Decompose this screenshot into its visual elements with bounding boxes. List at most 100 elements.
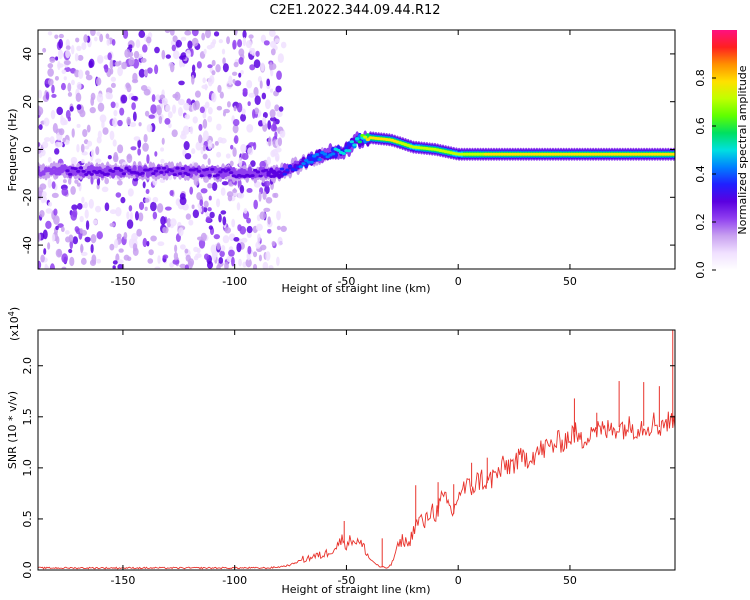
ridge-cell: [301, 162, 306, 166]
noise-speckle: [262, 191, 267, 200]
noise-speckle: [166, 217, 172, 228]
noise-speckle: [156, 203, 164, 213]
ridge-cell: [73, 167, 78, 171]
ridge-cell: [67, 165, 73, 171]
noise-speckle: [199, 106, 205, 114]
noise-speckle: [43, 196, 48, 203]
noise-speckle: [57, 142, 63, 147]
noise-speckle: [131, 102, 136, 111]
noise-speckle: [97, 102, 105, 112]
noise-speckle: [109, 59, 114, 70]
noise-speckle: [278, 106, 284, 112]
noise-speckle: [86, 124, 91, 133]
ridge-cell: [81, 169, 86, 173]
noise-speckle: [237, 39, 243, 48]
noise-speckle: [131, 95, 138, 101]
noise-speckle: [111, 38, 116, 46]
noise-speckle: [246, 232, 252, 238]
noise-speckle: [87, 140, 93, 147]
noise-speckle: [78, 69, 84, 80]
noise-speckle: [238, 72, 242, 78]
noise-speckle: [191, 74, 195, 85]
noise-speckle: [95, 146, 100, 156]
noise-speckle: [160, 147, 165, 152]
noise-speckle: [187, 40, 193, 49]
noise-speckle: [154, 266, 161, 269]
ridge-cell: [341, 152, 346, 156]
noise-speckle: [47, 178, 52, 189]
noise-speckle: [180, 133, 187, 140]
noise-speckle: [44, 265, 50, 269]
noise-speckle: [262, 116, 267, 126]
noise-speckle: [249, 47, 255, 55]
colorbar-tick-label: 0.6: [694, 117, 707, 135]
noise-speckle: [217, 84, 222, 93]
noise-speckle: [134, 210, 139, 221]
noise-speckle: [226, 191, 234, 198]
noise-speckle: [74, 53, 79, 62]
noise-speckle: [258, 254, 262, 262]
ridge-cell: [49, 171, 54, 175]
noise-speckle: [214, 140, 219, 146]
ridge-cell: [169, 169, 175, 173]
noise-speckle: [222, 235, 230, 244]
y-tick-label: -20: [21, 188, 34, 206]
noise-speckle: [216, 198, 221, 208]
ridge-cell: [204, 167, 210, 171]
noise-speckle: [222, 111, 226, 117]
noise-speckle: [129, 122, 137, 128]
snr-y-axis-label: SNR (10 * v/v): [6, 391, 19, 469]
colorbar-label: Normalized spectral amplitude: [736, 65, 749, 234]
noise-speckle: [107, 52, 112, 61]
noise-speckle: [259, 80, 263, 89]
noise-speckle: [71, 204, 78, 211]
noise-speckle: [95, 205, 102, 213]
noise-speckle: [57, 248, 62, 257]
noise-speckle: [39, 183, 47, 190]
noise-speckle: [162, 226, 167, 234]
noise-speckle: [67, 82, 72, 93]
ridge-cell: [365, 138, 371, 142]
noise-speckle: [99, 114, 107, 123]
ridge-cell: [330, 152, 336, 156]
noise-speckle: [216, 123, 222, 131]
noise-speckle: [42, 141, 49, 149]
noise-speckle: [240, 143, 247, 153]
noise-speckle: [96, 136, 102, 144]
noise-speckle: [80, 251, 88, 256]
noise-speckle: [154, 64, 159, 75]
noise-speckle: [232, 78, 236, 84]
noise-speckle: [49, 263, 55, 269]
noise-speckle: [211, 92, 217, 103]
noise-speckle: [242, 88, 248, 93]
noise-speckle: [51, 84, 55, 94]
noise-speckle: [60, 82, 66, 91]
noise-speckle: [232, 188, 238, 193]
noise-speckle: [211, 182, 218, 191]
ridge-cell: [317, 158, 322, 162]
noise-speckle: [132, 72, 138, 83]
noise-speckle: [184, 248, 189, 254]
noise-speckle: [231, 256, 235, 267]
noise-speckle: [132, 111, 137, 122]
noise-speckle: [158, 115, 163, 125]
noise-speckle: [135, 39, 141, 49]
noise-speckle: [69, 106, 74, 112]
noise-speckle: [45, 220, 52, 229]
noise-speckle: [123, 231, 128, 240]
noise-speckle: [117, 66, 123, 77]
noise-speckle: [277, 137, 283, 146]
colorbar-tick-label: 0.8: [694, 69, 707, 87]
noise-speckle: [207, 183, 213, 189]
noise-speckle: [94, 36, 98, 42]
noise-speckle: [112, 154, 119, 163]
noise-speckle: [257, 233, 261, 243]
noise-speckle: [173, 251, 179, 261]
noise-speckle: [230, 144, 234, 150]
noise-speckle: [221, 48, 226, 55]
noise-speckle: [76, 144, 80, 153]
noise-speckle: [274, 147, 282, 153]
noise-speckle: [82, 128, 88, 138]
noise-speckle: [211, 70, 216, 76]
noise-speckle: [42, 47, 47, 53]
